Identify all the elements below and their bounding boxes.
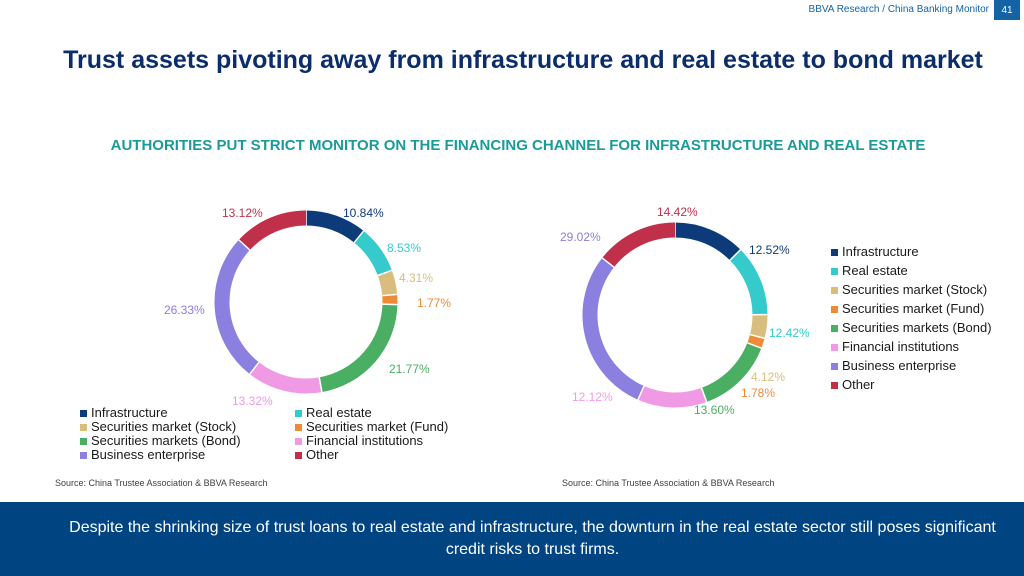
legend-swatch-securities-market-stock — [80, 424, 87, 431]
legend-swatch-securities-market-fund — [831, 306, 838, 313]
slice-separator — [747, 342, 762, 349]
footer-banner: Despite the shrinking size of trust loan… — [0, 502, 1024, 576]
legend-swatch-infrastructure — [831, 249, 838, 256]
legend-label-financial-institutions: Financial institutions — [306, 433, 424, 448]
data-label-financial-institutions: 12.12% — [572, 390, 613, 404]
source-note-right: Source: China Trustee Association & BBVA… — [562, 478, 775, 488]
source-note-left: Source: China Trustee Association & BBVA… — [55, 478, 268, 488]
data-label-financial-institutions: 13.32% — [232, 394, 273, 408]
slice-separator — [382, 293, 398, 297]
legend-swatch-financial-institutions — [295, 438, 302, 445]
data-label-business-enterprise: 26.33% — [164, 303, 205, 317]
donut-slice-financial-institutions — [637, 385, 707, 408]
legend-label-infrastructure: Infrastructure — [91, 405, 168, 420]
legend-label-other: Other — [306, 447, 339, 462]
slice-separator — [353, 230, 365, 244]
legend-label-real-estate: Real estate — [842, 263, 908, 278]
legend-label-securities-market-fund: Securities market (Fund) — [306, 419, 448, 434]
legend-label-securities-market-stock: Securities market (Stock) — [91, 419, 236, 434]
legend-label-securities-market-stock: Securities market (Stock) — [842, 282, 987, 297]
legend-swatch-real-estate — [831, 268, 838, 275]
legend-label-infrastructure: Infrastructure — [842, 244, 919, 259]
slice-separator — [749, 333, 765, 340]
header-source-label: BBVA Research / China Banking Monitor — [808, 4, 989, 15]
data-label-other: 14.42% — [657, 205, 698, 219]
legend-label-financial-institutions: Financial institutions — [842, 339, 960, 354]
legend-label-securities-market-fund: Securities market (Fund) — [842, 301, 984, 316]
data-label-business-enterprise: 29.02% — [560, 230, 601, 244]
donut-slice-other — [602, 222, 676, 268]
legend-swatch-financial-institutions — [831, 344, 838, 351]
data-label-other: 13.12% — [222, 206, 263, 220]
legend-swatch-infrastructure — [80, 410, 87, 417]
slice-separator — [601, 257, 615, 268]
legend-label-securities-markets-bond: Securities markets (Bond) — [842, 320, 992, 335]
data-label-real-estate: 8.53% — [387, 241, 421, 255]
section-subtitle: AUTHORITIES PUT STRICT MONITOR ON THE FI… — [110, 137, 926, 154]
legend-swatch-securities-market-fund — [295, 424, 302, 431]
legend-swatch-business-enterprise — [831, 363, 838, 370]
data-label-securities-markets-bond: 21.77% — [389, 362, 430, 376]
data-label-real-estate: 12.42% — [769, 326, 810, 340]
slice-separator — [637, 385, 645, 401]
donut-slice-financial-institutions — [249, 362, 322, 394]
donut-slice-securities-market-fund — [747, 334, 765, 349]
donut-slice-real-estate — [729, 249, 768, 315]
legend-swatch-securities-markets-bond — [831, 325, 838, 332]
donut-slice-other — [238, 210, 307, 251]
slice-separator — [700, 387, 708, 403]
legend-swatch-business-enterprise — [80, 452, 87, 459]
data-label-infrastructure: 10.84% — [343, 206, 384, 220]
slice-separator — [377, 269, 393, 277]
legend-swatch-real-estate — [295, 410, 302, 417]
slice-separator — [318, 377, 323, 393]
legend-label-other: Other — [842, 377, 875, 392]
legend-swatch-other — [831, 382, 838, 389]
donut-slice-business-enterprise — [214, 239, 260, 375]
page-number: 41 — [994, 0, 1020, 20]
legend-swatch-securities-markets-bond — [80, 438, 87, 445]
slice-separator — [238, 239, 251, 251]
legend-swatch-other — [295, 452, 302, 459]
page-title: Trust assets pivoting away from infrastr… — [63, 46, 983, 74]
donut-slice-infrastructure — [674, 222, 741, 261]
legend-label-real-estate: Real estate — [306, 405, 372, 420]
donut-slice-securities-markets-bond — [319, 303, 398, 393]
data-label-securities-market-fund: 1.78% — [741, 386, 775, 400]
data-label-securities-market-stock: 4.12% — [751, 370, 785, 384]
data-label-infrastructure: 12.52% — [749, 243, 790, 257]
data-label-securities-market-fund: 1.77% — [417, 296, 451, 310]
slice-separator — [729, 249, 742, 261]
slice-separator — [249, 361, 260, 375]
legend-label-securities-markets-bond: Securities markets (Bond) — [91, 433, 241, 448]
footer-text: Despite the shrinking size of trust loan… — [69, 519, 996, 558]
legend-swatch-securities-market-stock — [831, 287, 838, 294]
donut-slice-business-enterprise — [582, 257, 645, 400]
donut-slice-infrastructure — [305, 210, 364, 243]
data-label-securities-market-stock: 4.31% — [399, 271, 433, 285]
legend-label-business-enterprise: Business enterprise — [91, 447, 205, 462]
donut-slice-real-estate — [353, 230, 392, 276]
donut-slice-securities-market-stock — [749, 314, 768, 339]
donut-slice-securities-markets-bond — [701, 342, 762, 402]
legend-label-business-enterprise: Business enterprise — [842, 358, 956, 373]
data-label-securities-markets-bond: 13.60% — [694, 403, 735, 417]
